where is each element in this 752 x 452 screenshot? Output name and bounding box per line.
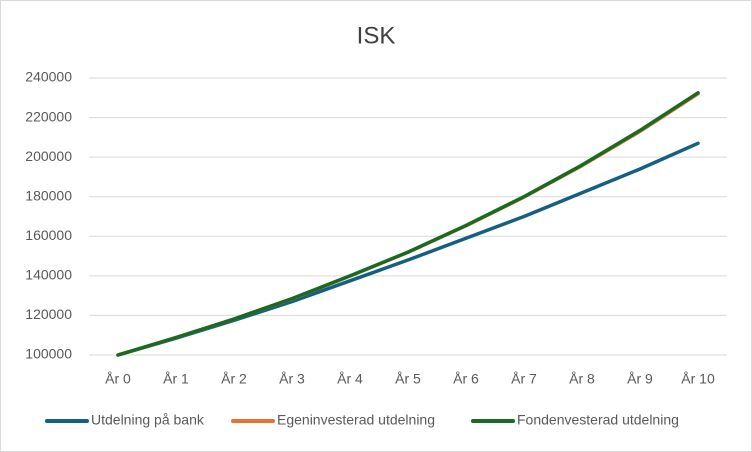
legend-label: Utdelning på bank xyxy=(91,412,205,428)
chart-title: ISK xyxy=(357,22,396,49)
x-tick-label: År 0 xyxy=(105,371,131,387)
x-tick-label: År 9 xyxy=(627,371,653,387)
x-tick-label: År 6 xyxy=(453,371,479,387)
x-tick-label: År 5 xyxy=(395,371,421,387)
x-tick-label: År 8 xyxy=(569,371,595,387)
y-tick-label: 100000 xyxy=(25,346,72,362)
x-tick-label: År 10 xyxy=(681,371,715,387)
legend-label: Egeninvesterad utdelning xyxy=(277,412,435,428)
x-tick-label: År 7 xyxy=(511,371,537,387)
x-tick-label: År 1 xyxy=(163,371,189,387)
y-tick-label: 140000 xyxy=(25,267,72,283)
legend-label: Fondenvesterad utdelning xyxy=(517,412,679,428)
y-tick-label: 200000 xyxy=(25,148,72,164)
y-tick-label: 220000 xyxy=(25,108,72,124)
y-tick-label: 180000 xyxy=(25,187,72,203)
x-tick-label: År 2 xyxy=(221,371,247,387)
y-tick-label: 240000 xyxy=(25,69,72,85)
series-line xyxy=(116,91,700,357)
y-tick-label: 160000 xyxy=(25,227,72,243)
x-tick-label: År 3 xyxy=(279,371,305,387)
y-tick-label: 120000 xyxy=(25,306,72,322)
x-tick-label: År 4 xyxy=(337,371,363,387)
